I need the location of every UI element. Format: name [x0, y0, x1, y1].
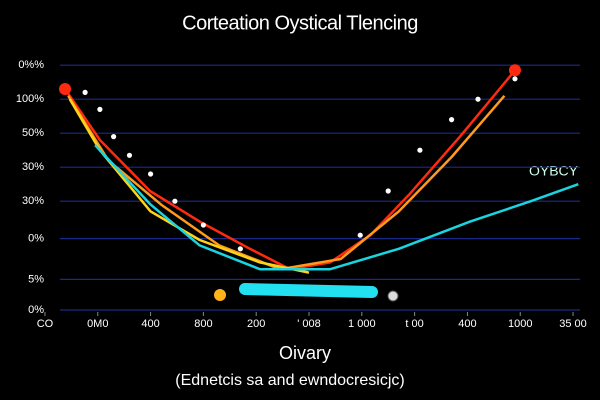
series-line: [63, 69, 516, 271]
y-tick-label: 5%: [28, 273, 44, 285]
x-tick-label: 1 000: [348, 318, 376, 330]
x-tick-label: 400: [141, 318, 159, 330]
x-tick-label: 400: [458, 318, 476, 330]
y-tick-label: 0%: [28, 233, 44, 245]
series-line: [68, 98, 310, 274]
annotation: OYBCY: [529, 163, 579, 179]
y-tick-label: 0%: [28, 304, 44, 316]
end-marker: [59, 83, 72, 95]
marker: [448, 117, 455, 123]
marker: [172, 198, 178, 204]
marker: [237, 246, 243, 252]
series-line: [67, 94, 506, 271]
x-tick-label: 200: [247, 318, 265, 330]
x-tick-label: 1000: [508, 318, 532, 330]
x-tick-label: t 00: [405, 318, 423, 330]
marker: [82, 89, 88, 95]
x-tick-label: CO: [37, 318, 54, 330]
marker: [126, 152, 133, 158]
y-tick-label: 30%: [22, 161, 44, 173]
decor-dot: [387, 290, 399, 302]
marker: [111, 134, 117, 140]
x-tick-label: ' 008: [297, 318, 321, 330]
marker: [417, 147, 423, 153]
end-marker: [508, 64, 521, 77]
marker: [97, 106, 103, 112]
x-tick-label: 0M0: [87, 318, 108, 330]
marker: [512, 76, 518, 82]
x-tick-label: 800: [194, 318, 212, 330]
x-axis-title: Oivary: [279, 343, 331, 363]
marker: [475, 96, 481, 102]
marker: [385, 188, 391, 194]
y-tick-label: 100%: [16, 93, 44, 105]
marker: [200, 222, 206, 228]
marker: [147, 171, 154, 177]
decor-dot: [214, 289, 226, 301]
chart-title: Corteation Oystical Tlencing: [182, 12, 418, 34]
y-tick-label: 50%: [22, 127, 44, 139]
y-tick-label: 0%%: [18, 59, 44, 71]
decor-band: [239, 283, 378, 298]
y-tick-label: 30%: [22, 195, 44, 207]
x-tick-label: 35 00: [559, 318, 587, 330]
marker: [357, 232, 363, 238]
subtitle: (Ednetcis sa and ewndocresicjc): [175, 372, 404, 389]
series-line: [94, 144, 579, 271]
